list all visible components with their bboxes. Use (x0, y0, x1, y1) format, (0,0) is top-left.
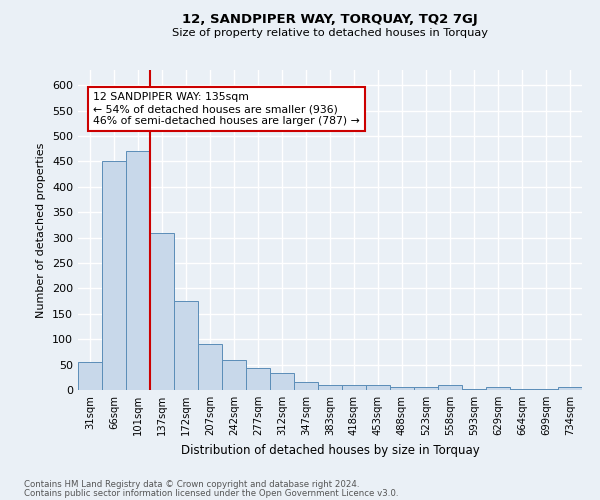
X-axis label: Distribution of detached houses by size in Torquay: Distribution of detached houses by size … (181, 444, 479, 456)
Bar (198, 344, 222, 390)
Bar (342, 385, 366, 390)
Bar (102, 162, 126, 390)
Bar (438, 385, 462, 390)
Bar (318, 385, 342, 390)
Text: 12 SANDPIPER WAY: 135sqm
← 54% of detached houses are smaller (936)
46% of semi-: 12 SANDPIPER WAY: 135sqm ← 54% of detach… (93, 92, 360, 126)
Bar (126, 152, 150, 390)
Bar (558, 388, 582, 390)
Bar (270, 373, 294, 390)
Bar (534, 389, 558, 390)
Bar (222, 360, 246, 390)
Text: Contains public sector information licensed under the Open Government Licence v3: Contains public sector information licen… (24, 488, 398, 498)
Bar (150, 232, 174, 390)
Bar (414, 388, 438, 390)
Bar (246, 368, 270, 390)
Bar (78, 362, 102, 390)
Text: Size of property relative to detached houses in Torquay: Size of property relative to detached ho… (172, 28, 488, 38)
Y-axis label: Number of detached properties: Number of detached properties (37, 142, 46, 318)
Bar (462, 389, 486, 390)
Text: 12, SANDPIPER WAY, TORQUAY, TQ2 7GJ: 12, SANDPIPER WAY, TORQUAY, TQ2 7GJ (182, 12, 478, 26)
Bar (294, 382, 318, 390)
Bar (366, 385, 390, 390)
Text: Contains HM Land Registry data © Crown copyright and database right 2024.: Contains HM Land Registry data © Crown c… (24, 480, 359, 489)
Bar (510, 389, 534, 390)
Bar (390, 388, 414, 390)
Bar (486, 388, 510, 390)
Bar (174, 301, 198, 390)
